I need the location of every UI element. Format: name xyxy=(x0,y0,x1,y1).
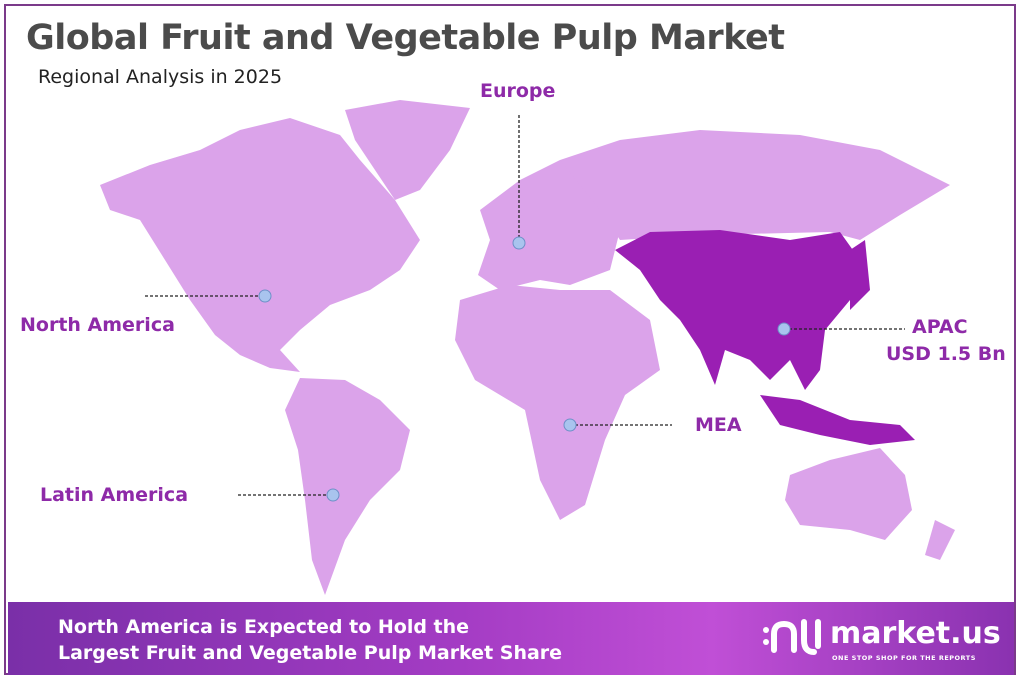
region-greenland xyxy=(345,100,470,200)
footer-banner: North America is Expected to Hold the La… xyxy=(8,602,1014,675)
region-europe xyxy=(478,160,620,290)
apac-label: APAC xyxy=(912,316,968,338)
europe-marker[interactable] xyxy=(512,236,526,250)
page-title: Global Fruit and Vegetable Pulp Market xyxy=(26,18,785,58)
logo-tagline: ONE STOP SHOP FOR THE REPORTS xyxy=(832,654,976,662)
banner-line-1: North America is Expected to Hold the xyxy=(58,616,470,638)
region-nz xyxy=(925,520,955,560)
banner-text: North America is Expected to Hold the La… xyxy=(58,614,562,666)
banner-line-2: Largest Fruit and Vegetable Pulp Market … xyxy=(58,642,563,664)
region-latin-america xyxy=(285,378,410,595)
north-america-label: North America xyxy=(20,314,175,336)
logo-name: market.us xyxy=(830,616,1001,651)
page-subtitle: Regional Analysis in 2025 xyxy=(38,66,283,88)
region-mea xyxy=(455,285,660,520)
latin-america-label: Latin America xyxy=(40,484,189,506)
region-apac xyxy=(615,230,915,445)
europe-label: Europe xyxy=(480,80,556,102)
apac-marker[interactable] xyxy=(777,322,791,336)
north-america-marker[interactable] xyxy=(258,289,272,303)
logo-icon xyxy=(763,619,821,655)
region-russia xyxy=(560,130,950,240)
region-north-america xyxy=(100,118,420,372)
market-us-logo: market.us ONE STOP SHOP FOR THE REPORTS xyxy=(760,616,1001,664)
mea-marker[interactable] xyxy=(563,418,577,432)
apac-value: USD 1.5 Bn xyxy=(886,343,1006,365)
latin-america-marker[interactable] xyxy=(326,488,340,502)
mea-label: MEA xyxy=(695,414,742,436)
region-australia xyxy=(785,448,912,540)
